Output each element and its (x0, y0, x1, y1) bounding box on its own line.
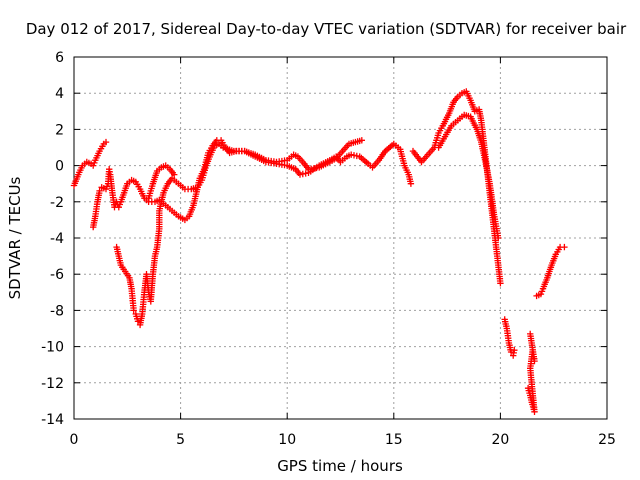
series-arc-3 (501, 316, 518, 359)
y-tick-label: -8 (50, 303, 64, 319)
y-tick-label: 6 (55, 50, 64, 66)
series-arc-2-lower (435, 111, 502, 242)
chart-title: Day 012 of 2017, Sidereal Day-to-day VTE… (26, 20, 627, 38)
data-point-marker (495, 234, 502, 242)
data-marks (70, 88, 568, 415)
y-tick-label: -6 (50, 267, 64, 283)
y-tick-label: -14 (41, 412, 64, 428)
x-tick-label: 15 (385, 432, 403, 448)
series-arc-1-dip-upper-loop (145, 162, 178, 202)
x-tick-label: 10 (278, 432, 296, 448)
data-point-marker (171, 171, 178, 178)
x-axis-tick-labels: 0 5 10 15 20 25 (70, 432, 616, 448)
data-point-marker (353, 152, 360, 160)
data-point-marker (407, 180, 415, 187)
series-arc-5 (533, 243, 568, 300)
data-point-marker (527, 330, 534, 338)
series-arc-1-upper (70, 138, 110, 189)
data-point-marker (130, 307, 137, 314)
series-arc-1-lower (90, 137, 365, 231)
data-point-marker (497, 280, 504, 287)
data-point-marker (511, 347, 518, 354)
axis-ticks (73, 56, 608, 420)
x-tick-label: 25 (598, 432, 616, 448)
x-tick-label: 0 (70, 432, 79, 448)
y-tick-label: 2 (55, 122, 64, 138)
data-point-marker (358, 137, 365, 144)
y-axis-tick-labels: -14 -12 -10 -8 -6 -4 -2 0 2 4 6 (41, 50, 64, 428)
y-tick-label: -12 (41, 376, 64, 392)
data-point-marker (96, 187, 103, 195)
x-tick-label: 20 (491, 432, 509, 448)
series-arc-1-dip (113, 140, 415, 329)
y-tick-label: -2 (50, 195, 64, 211)
y-tick-label: 4 (55, 86, 64, 102)
grid (74, 57, 607, 419)
x-tick-label: 5 (176, 432, 185, 448)
y-tick-label: 0 (55, 159, 64, 175)
y-tick-label: -4 (50, 231, 64, 247)
data-point-marker (561, 243, 568, 251)
y-axis-title: SDTVAR / TECUs (6, 176, 24, 299)
x-axis-title: GPS time / hours (277, 457, 403, 475)
data-point-marker (102, 138, 110, 146)
series-arc-4 (524, 330, 538, 415)
y-tick-label: -10 (41, 340, 64, 356)
